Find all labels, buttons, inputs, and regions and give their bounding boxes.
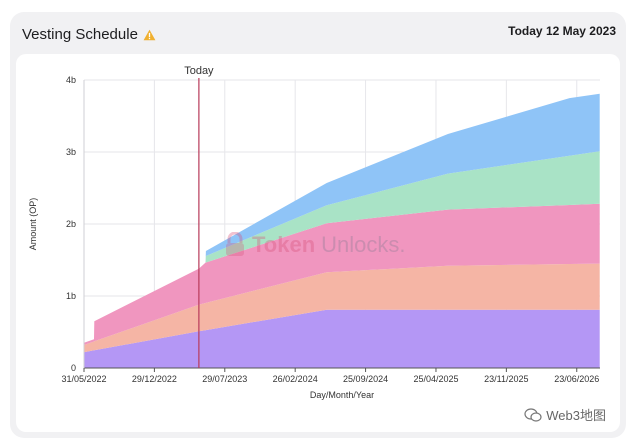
x-tick-label: 23/11/2025 <box>484 374 528 384</box>
x-tick-label: 25/09/2024 <box>343 374 388 384</box>
y-tick-label: 2b <box>66 219 76 229</box>
y-tick-label: 0 <box>71 363 76 373</box>
series-area-1 <box>84 309 600 368</box>
series-area-3 <box>84 203 600 345</box>
y-tick-label: 4b <box>66 75 76 85</box>
y-axis-title: Amount (OP) <box>28 198 38 251</box>
today-label: Today <box>184 65 214 77</box>
card-title-text: Vesting Schedule <box>22 26 138 43</box>
vesting-chart: Today 0 1b 2b 3b 4b 31/05/2022 29/12/2022 29/07/… <box>28 65 600 400</box>
series-area-4 <box>84 151 600 343</box>
x-tick-label: 25/04/2025 <box>413 374 458 384</box>
x-tick-label: 29/07/2023 <box>202 374 247 384</box>
chart-panel: Today 0 1b 2b 3b 4b 31/05/2022 29/12/2022 29/07/… <box>16 54 620 432</box>
x-tick-label: 23/06/2026 <box>554 374 599 384</box>
series-area-2 <box>84 263 600 353</box>
wechat-icon <box>524 407 542 422</box>
warning-icon[interactable] <box>143 29 156 41</box>
series-area-5 <box>84 93 600 343</box>
x-tick-label: 26/02/2024 <box>273 374 318 384</box>
source-watermark-text: Web3地图 <box>546 408 606 423</box>
y-tick-label: 3b <box>66 147 76 157</box>
today-date: Today 12 May 2023 <box>508 24 616 38</box>
vesting-card: Vesting Schedule Today 12 May 2023 Today… <box>10 12 626 438</box>
card-title: Vesting Schedule <box>22 26 156 43</box>
x-tick-label: 31/05/2022 <box>61 374 106 384</box>
source-watermark: Web3地图 <box>524 405 606 424</box>
x-tick-label: 29/12/2022 <box>132 374 177 384</box>
x-axis-title: Day/Month/Year <box>310 390 374 400</box>
y-tick-label: 1b <box>66 291 76 301</box>
